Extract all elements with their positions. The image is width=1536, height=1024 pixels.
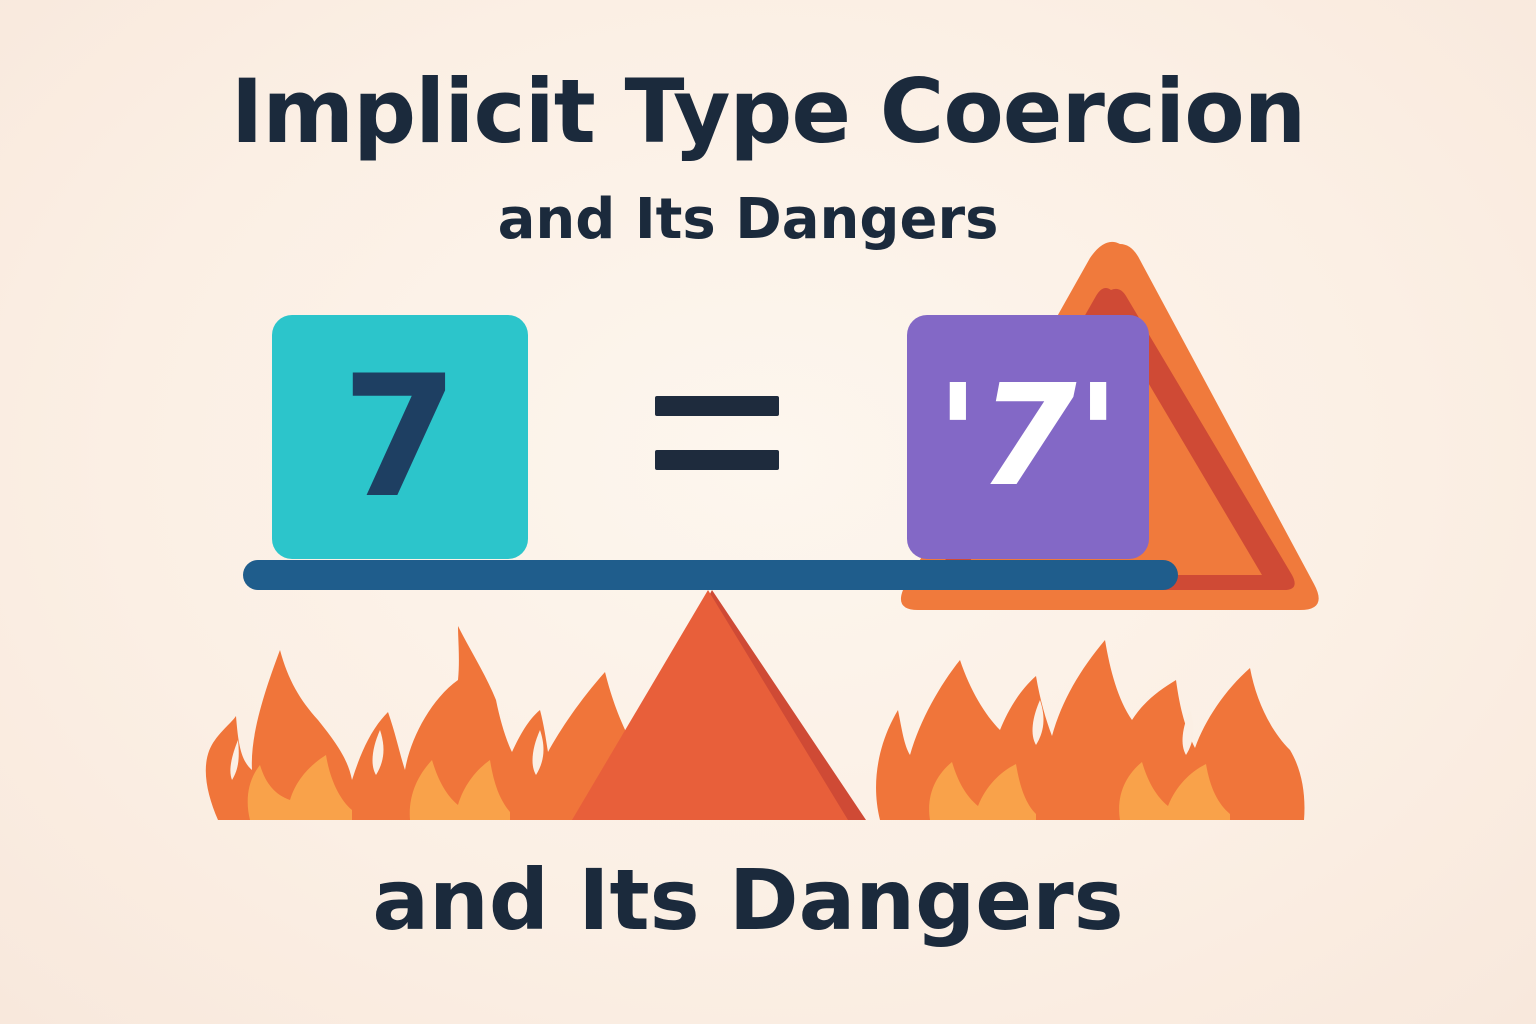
fire-icon	[205, 626, 1305, 820]
equals-bar-bottom	[655, 450, 779, 470]
number-box: 7	[272, 315, 528, 559]
fulcrum-triangle-icon	[572, 590, 866, 820]
number-value: 7	[341, 339, 459, 535]
string-value: '7'	[936, 355, 1120, 518]
equals-icon	[655, 396, 779, 472]
balance-beam	[243, 560, 1178, 590]
bottom-caption: and Its Dangers	[372, 851, 1124, 949]
equals-bar-top	[655, 396, 779, 416]
string-box: '7'	[907, 315, 1149, 559]
page-subtitle: and Its Dangers	[497, 187, 999, 252]
page-title: Implicit Type Coercion	[230, 60, 1307, 163]
